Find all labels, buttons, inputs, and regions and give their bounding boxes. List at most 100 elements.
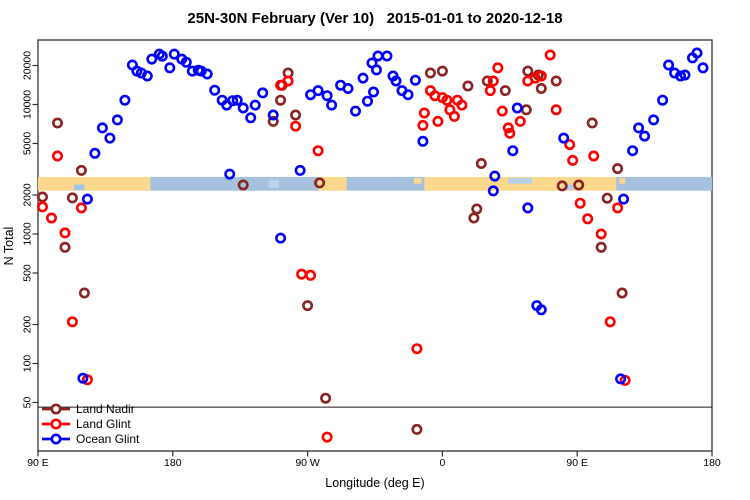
legend-marker	[50, 433, 62, 445]
data-point	[462, 80, 474, 92]
data-point	[78, 287, 90, 299]
data-point	[45, 212, 57, 224]
map-band-ocean-segment	[346, 176, 425, 191]
data-point	[357, 72, 369, 84]
data-point	[595, 241, 607, 253]
data-point	[612, 163, 624, 175]
data-point	[499, 85, 511, 97]
data-point	[237, 179, 249, 191]
legend-label: Ocean Glint	[76, 432, 140, 446]
x-axis-tick-label: 180	[164, 457, 182, 469]
data-point	[471, 203, 483, 215]
data-point	[595, 228, 607, 240]
data-point	[535, 83, 547, 95]
data-point	[432, 115, 444, 127]
data-point	[556, 180, 568, 192]
data-point	[492, 62, 504, 74]
legend-marker	[50, 418, 62, 430]
data-point	[448, 110, 460, 122]
data-point	[618, 193, 630, 205]
map-band-ocean-segment	[616, 176, 712, 191]
data-point	[616, 287, 628, 299]
data-point	[237, 102, 249, 114]
x-axis-tick-label: 180	[703, 457, 721, 469]
data-point	[275, 94, 287, 106]
map-band-land-segment	[318, 176, 347, 191]
data-point	[424, 67, 436, 79]
data-point	[550, 104, 562, 116]
data-point	[267, 115, 279, 127]
data-point	[96, 122, 108, 134]
y-axis-tick-label: 50	[21, 397, 33, 409]
x-axis-tick-label: 0	[439, 457, 445, 469]
data-point	[496, 105, 508, 117]
data-point	[648, 114, 660, 126]
data-point	[342, 83, 354, 95]
map-band-detail	[563, 184, 575, 190]
data-point	[209, 84, 221, 96]
data-point	[51, 150, 63, 162]
data-point	[249, 99, 261, 111]
y-axis-tick-label: 100	[21, 355, 33, 373]
data-point	[627, 145, 639, 157]
map-band-detail	[508, 177, 533, 184]
y-axis-tick-label: 20000	[21, 51, 33, 80]
x-axis-tick-label: 90 E	[566, 457, 588, 469]
data-point	[290, 109, 302, 121]
data-point	[294, 164, 306, 176]
y-axis-tick-label: 500	[21, 264, 33, 282]
data-point	[164, 62, 176, 74]
data-point	[511, 102, 523, 114]
y-axis-tick-label: 200	[21, 316, 33, 334]
data-point	[320, 392, 332, 404]
x-axis-tick-label: 90 E	[27, 457, 49, 469]
data-point	[604, 316, 616, 328]
map-band-land-segment	[38, 176, 151, 191]
data-point	[504, 127, 516, 139]
data-point	[573, 179, 585, 191]
data-point	[89, 147, 101, 159]
data-point	[302, 300, 314, 312]
y-axis-tick-label: 2000	[21, 183, 33, 207]
data-point	[146, 53, 158, 65]
data-point	[417, 119, 429, 131]
data-point	[674, 70, 686, 82]
data-point	[245, 112, 257, 124]
data-point	[66, 316, 78, 328]
data-point	[468, 212, 480, 224]
data-point	[312, 85, 324, 97]
data-point	[456, 99, 468, 111]
data-point	[180, 56, 192, 68]
data-point	[567, 154, 579, 166]
data-point	[657, 94, 669, 106]
data-point	[381, 50, 393, 62]
data-point	[305, 269, 317, 281]
data-point	[411, 423, 423, 435]
legend-label: Land Glint	[76, 417, 131, 431]
x-axis-title: Longitude (deg E)	[325, 476, 425, 490]
data-point	[418, 107, 430, 119]
data-point	[522, 202, 534, 214]
data-point	[290, 120, 302, 132]
data-point	[550, 75, 562, 87]
data-point	[582, 213, 594, 225]
data-point	[502, 122, 514, 134]
data-point	[411, 343, 423, 355]
data-point	[367, 86, 379, 98]
data-point	[487, 185, 499, 197]
data-point	[612, 202, 624, 214]
map-band-detail	[73, 184, 85, 190]
data-point	[275, 232, 287, 244]
data-point	[564, 139, 576, 151]
data-point	[75, 202, 87, 214]
data-point	[639, 130, 651, 142]
data-point	[224, 168, 236, 180]
data-point	[402, 89, 414, 101]
data-point	[349, 105, 361, 117]
data-point	[601, 192, 613, 204]
data-point	[168, 48, 180, 60]
data-point	[588, 150, 600, 162]
y-axis-tick-label: 1000	[21, 222, 33, 246]
